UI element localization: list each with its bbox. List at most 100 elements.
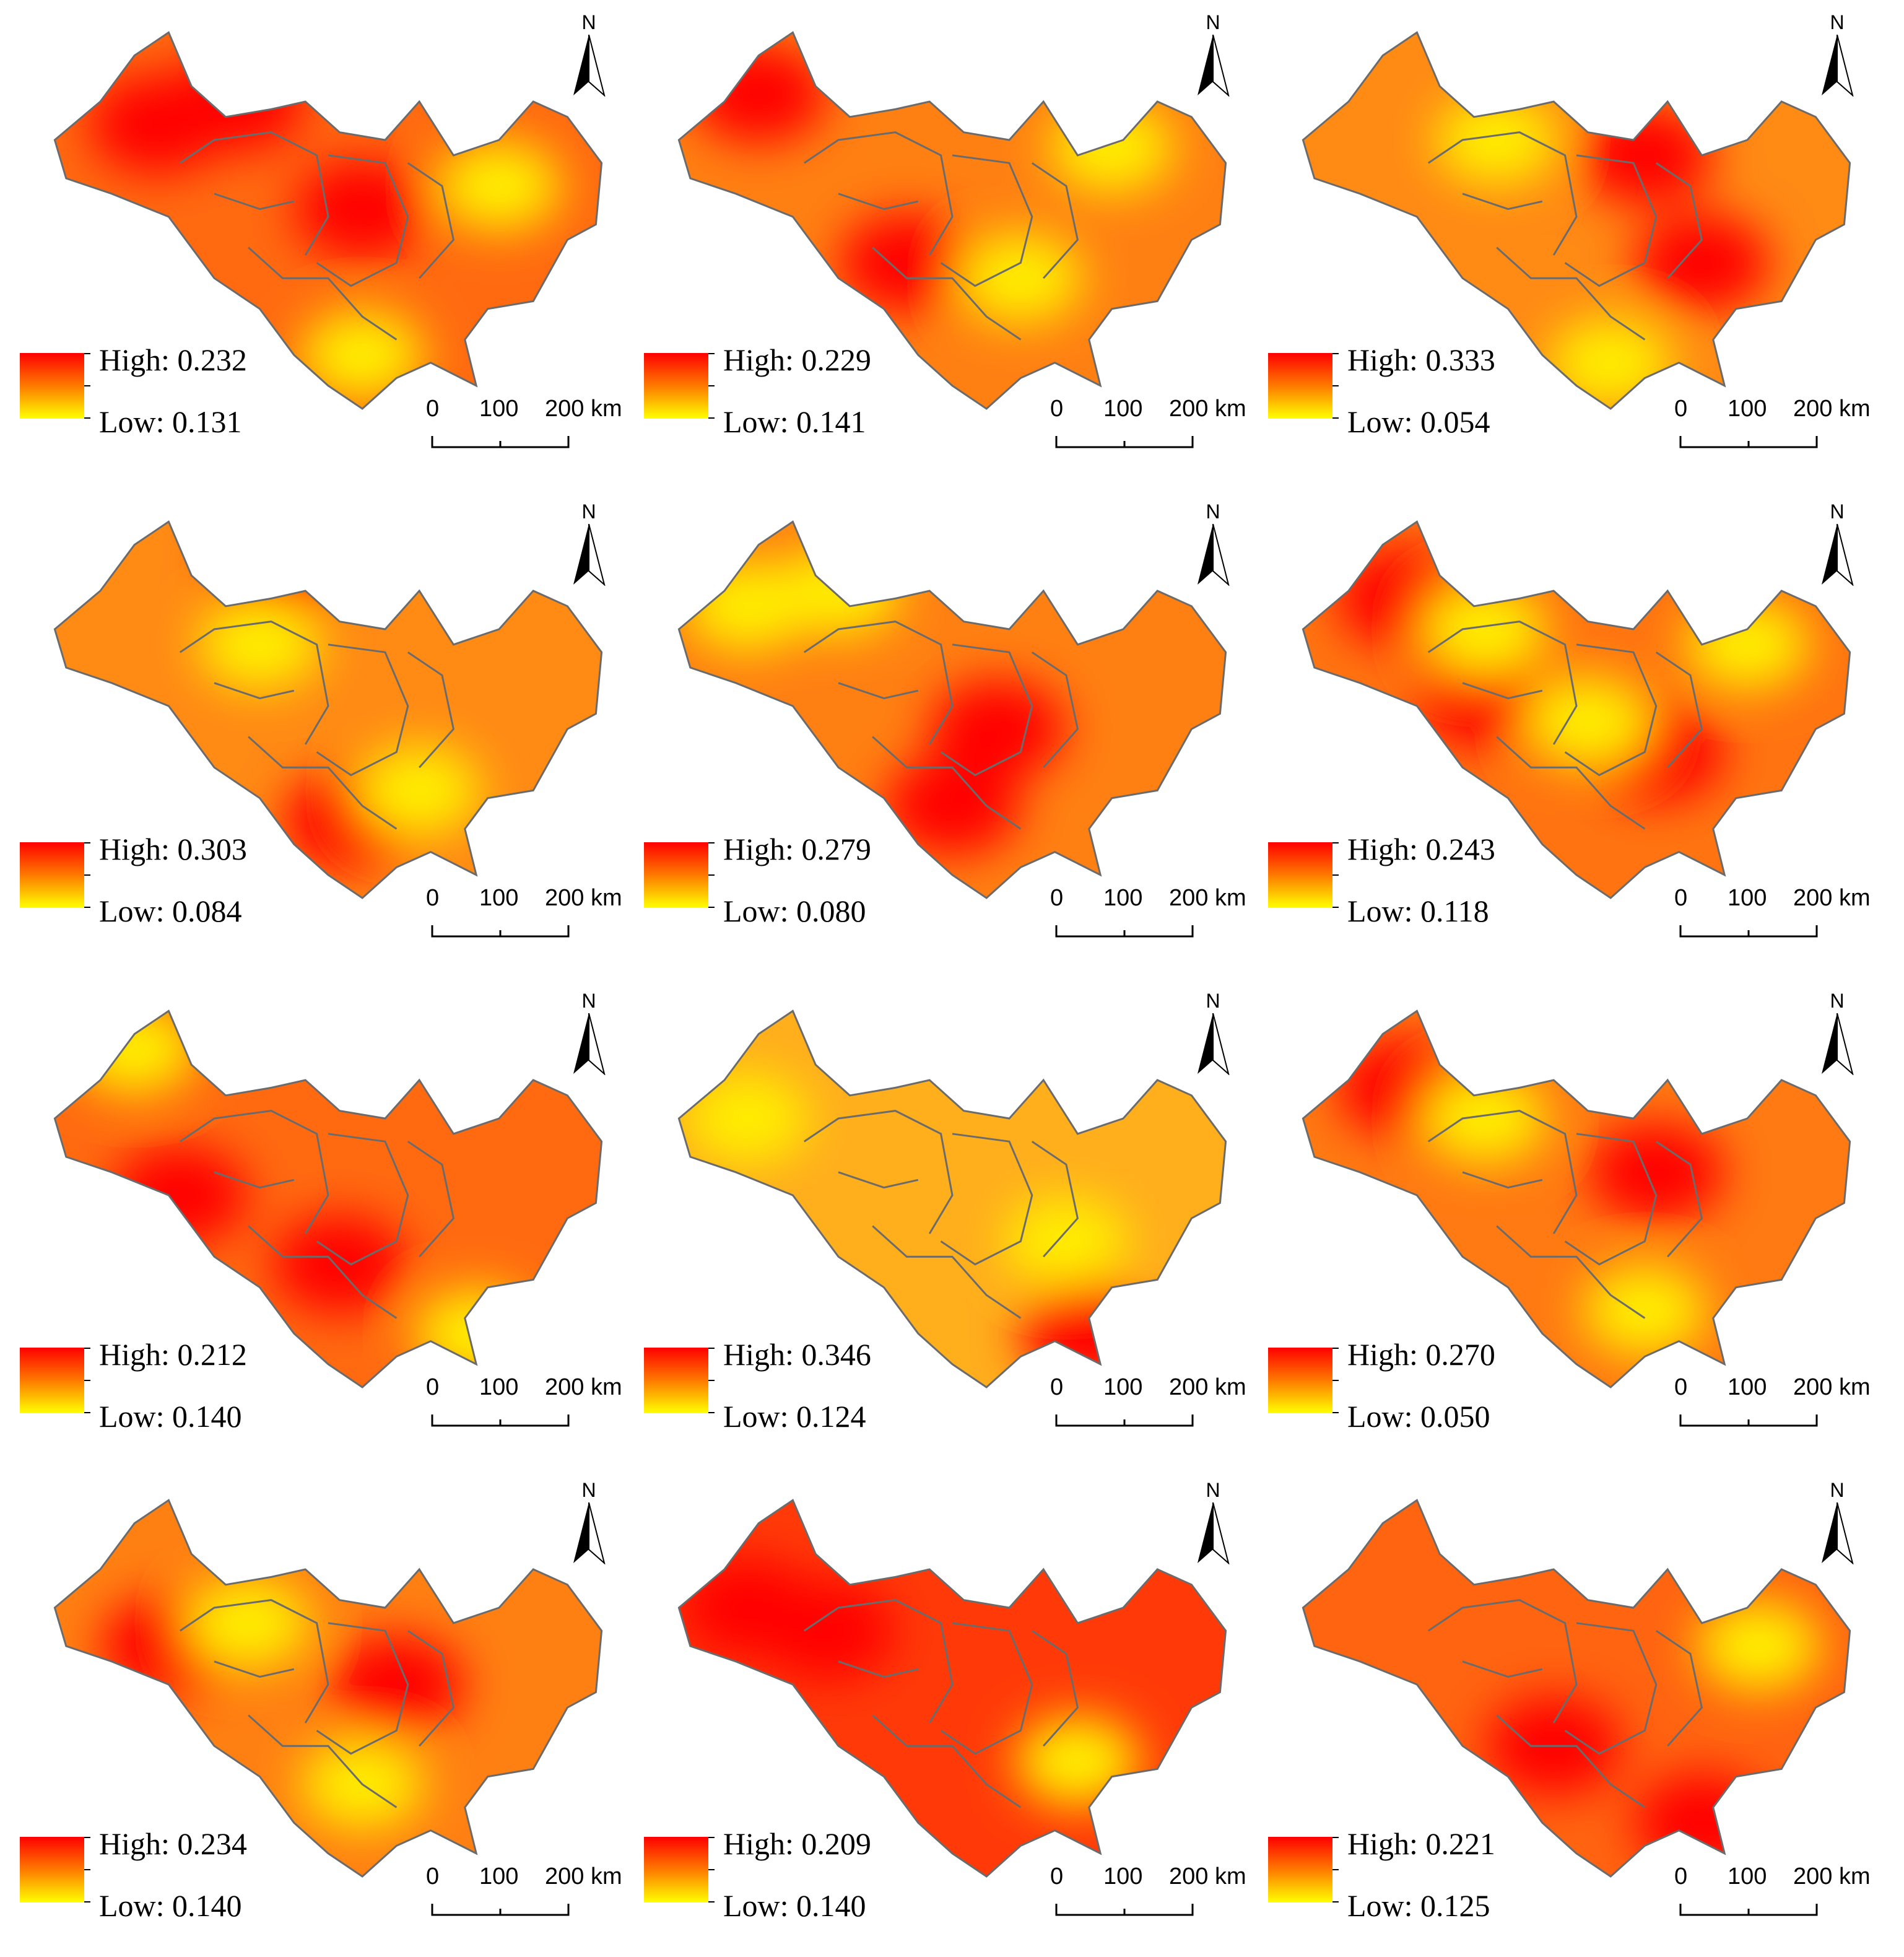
map-fill (1303, 32, 1850, 409)
district-border (1462, 193, 1543, 211)
scale-bar: 0 100 200 km (1669, 1864, 1874, 1926)
district-border (1427, 131, 1578, 256)
district-border (1462, 1171, 1543, 1189)
hotspot (1588, 1122, 1724, 1222)
choropleth-map (53, 31, 603, 410)
map-panel-tx10p: High: 0.209 Low: 0.140 N 0 100 200 km (624, 1468, 1248, 1957)
coldspot (1435, 95, 1559, 185)
map-panel-wsdi: High: 0.279 Low: 0.080 N 0 100 200 km (624, 489, 1248, 978)
coldspot (72, 1011, 197, 1094)
scale-tick-label: 200 km (1793, 396, 1871, 422)
map-panel-tn10p: High: 0.270 Low: 0.050 N 0 100 200 km (1248, 978, 1872, 1468)
coldspot (1423, 585, 1547, 674)
district-border (838, 1171, 919, 1189)
scale-tick-label: 200 km (1793, 885, 1871, 911)
legend-high-label: High: 0.212 (99, 1337, 247, 1372)
district-border (803, 131, 954, 256)
north-letter: N (1830, 11, 1845, 33)
choropleth-map (53, 1499, 603, 1878)
scale-tick-label: 100 (1103, 885, 1143, 911)
scale-tick-label: 0 (1674, 885, 1688, 911)
north-arrow-icon: N (1815, 12, 1859, 99)
map-panel-fd0: High: 0.243 Low: 0.118 N 0 100 200 km (1248, 489, 1872, 978)
scale-tick-label: 0 (1674, 396, 1688, 422)
district-border (179, 1599, 329, 1724)
scale-tick-label: 100 (1103, 396, 1143, 422)
map-fill (679, 1011, 1226, 1387)
scale-tick-label: 0 (1050, 885, 1064, 911)
district-border (838, 682, 919, 700)
legend-low-label: Low: 0.140 (99, 1888, 242, 1923)
scale-bar: 0 100 200 km (1669, 396, 1874, 458)
north-arrow-icon: N (1191, 1480, 1235, 1567)
district-border (803, 1110, 954, 1234)
scale-tick-label: 100 (479, 1863, 519, 1889)
province-outline (677, 1499, 1227, 1878)
district-border (1496, 736, 1646, 830)
district-border (1655, 1140, 1703, 1258)
district-border (1496, 246, 1646, 341)
scale-tick-label: 100 (479, 1374, 519, 1400)
scale-tick-label: 200 km (545, 885, 622, 911)
north-arrow-icon: N (1191, 12, 1235, 99)
coldspot (1583, 1266, 1707, 1355)
scale-tick-label: 0 (426, 1374, 440, 1400)
district-border (838, 1660, 919, 1678)
district-border (1427, 1599, 1578, 1724)
scale-tick-label: 0 (1050, 396, 1064, 422)
choropleth-map (53, 1009, 603, 1388)
hotspot (690, 44, 827, 144)
district-border (1496, 1225, 1646, 1319)
district-border (248, 1225, 398, 1319)
district-border (838, 193, 919, 211)
district-border (214, 682, 295, 700)
coldspot (1526, 676, 1650, 766)
district-border (179, 621, 329, 745)
scale-tick-label: 200 km (545, 1374, 622, 1400)
district-border (1564, 1622, 1658, 1755)
district-border (316, 1133, 409, 1266)
scale-bar: 0 100 200 km (421, 1375, 625, 1437)
scale-tick-label: 200 km (1169, 396, 1246, 422)
north-letter: N (581, 11, 596, 33)
map-panel-csdi: High: 0.303 Low: 0.084 N 0 100 200 km (0, 489, 624, 978)
legend-high-label: High: 0.346 (723, 1337, 871, 1372)
scale-tick-label: 100 (479, 396, 519, 422)
legend-high-label: High: 0.279 (723, 832, 871, 866)
map-panel-tn90p: High: 0.234 Low: 0.140 N 0 100 200 km (0, 1468, 624, 1957)
north-arrow-icon: N (567, 12, 611, 99)
coldspot (437, 141, 561, 231)
scale-tick-label: 0 (1050, 1863, 1064, 1889)
map-panel-txx: High: 0.229 Low: 0.141 N 0 100 200 km (624, 0, 1248, 489)
district-border (214, 193, 295, 211)
coldspot (300, 310, 425, 400)
scale-tick-label: 0 (426, 396, 440, 422)
hotspot (111, 1146, 248, 1245)
choropleth-map (1302, 520, 1851, 899)
legend-low-label: Low: 0.118 (1347, 894, 1489, 928)
north-arrow-icon: N (1191, 502, 1235, 588)
district-border (940, 1133, 1033, 1266)
scale-tick-label: 0 (1050, 1374, 1064, 1400)
scale-tick-label: 200 km (545, 1863, 622, 1889)
district-border (248, 736, 398, 830)
scale-bar: 0 100 200 km (421, 396, 625, 458)
coldspot (959, 233, 1083, 323)
district-border (1031, 1140, 1079, 1258)
north-arrow-icon: N (1815, 991, 1859, 1078)
north-letter: N (581, 500, 596, 523)
district-border (1564, 154, 1658, 287)
district-border (407, 162, 455, 279)
coldspot (357, 746, 482, 835)
district-border (1655, 1629, 1703, 1747)
province-outline (677, 1009, 1227, 1388)
district-border (316, 643, 409, 777)
legend-high-label: High: 0.243 (1347, 832, 1495, 866)
coldspot (198, 599, 322, 689)
choropleth-map (677, 1499, 1227, 1878)
hotspot (294, 159, 431, 259)
hotspot (679, 1558, 815, 1657)
scale-bar: 0 100 200 km (421, 886, 625, 948)
scale-tick-label: 200 km (1169, 1863, 1246, 1889)
choropleth-map (53, 520, 603, 899)
